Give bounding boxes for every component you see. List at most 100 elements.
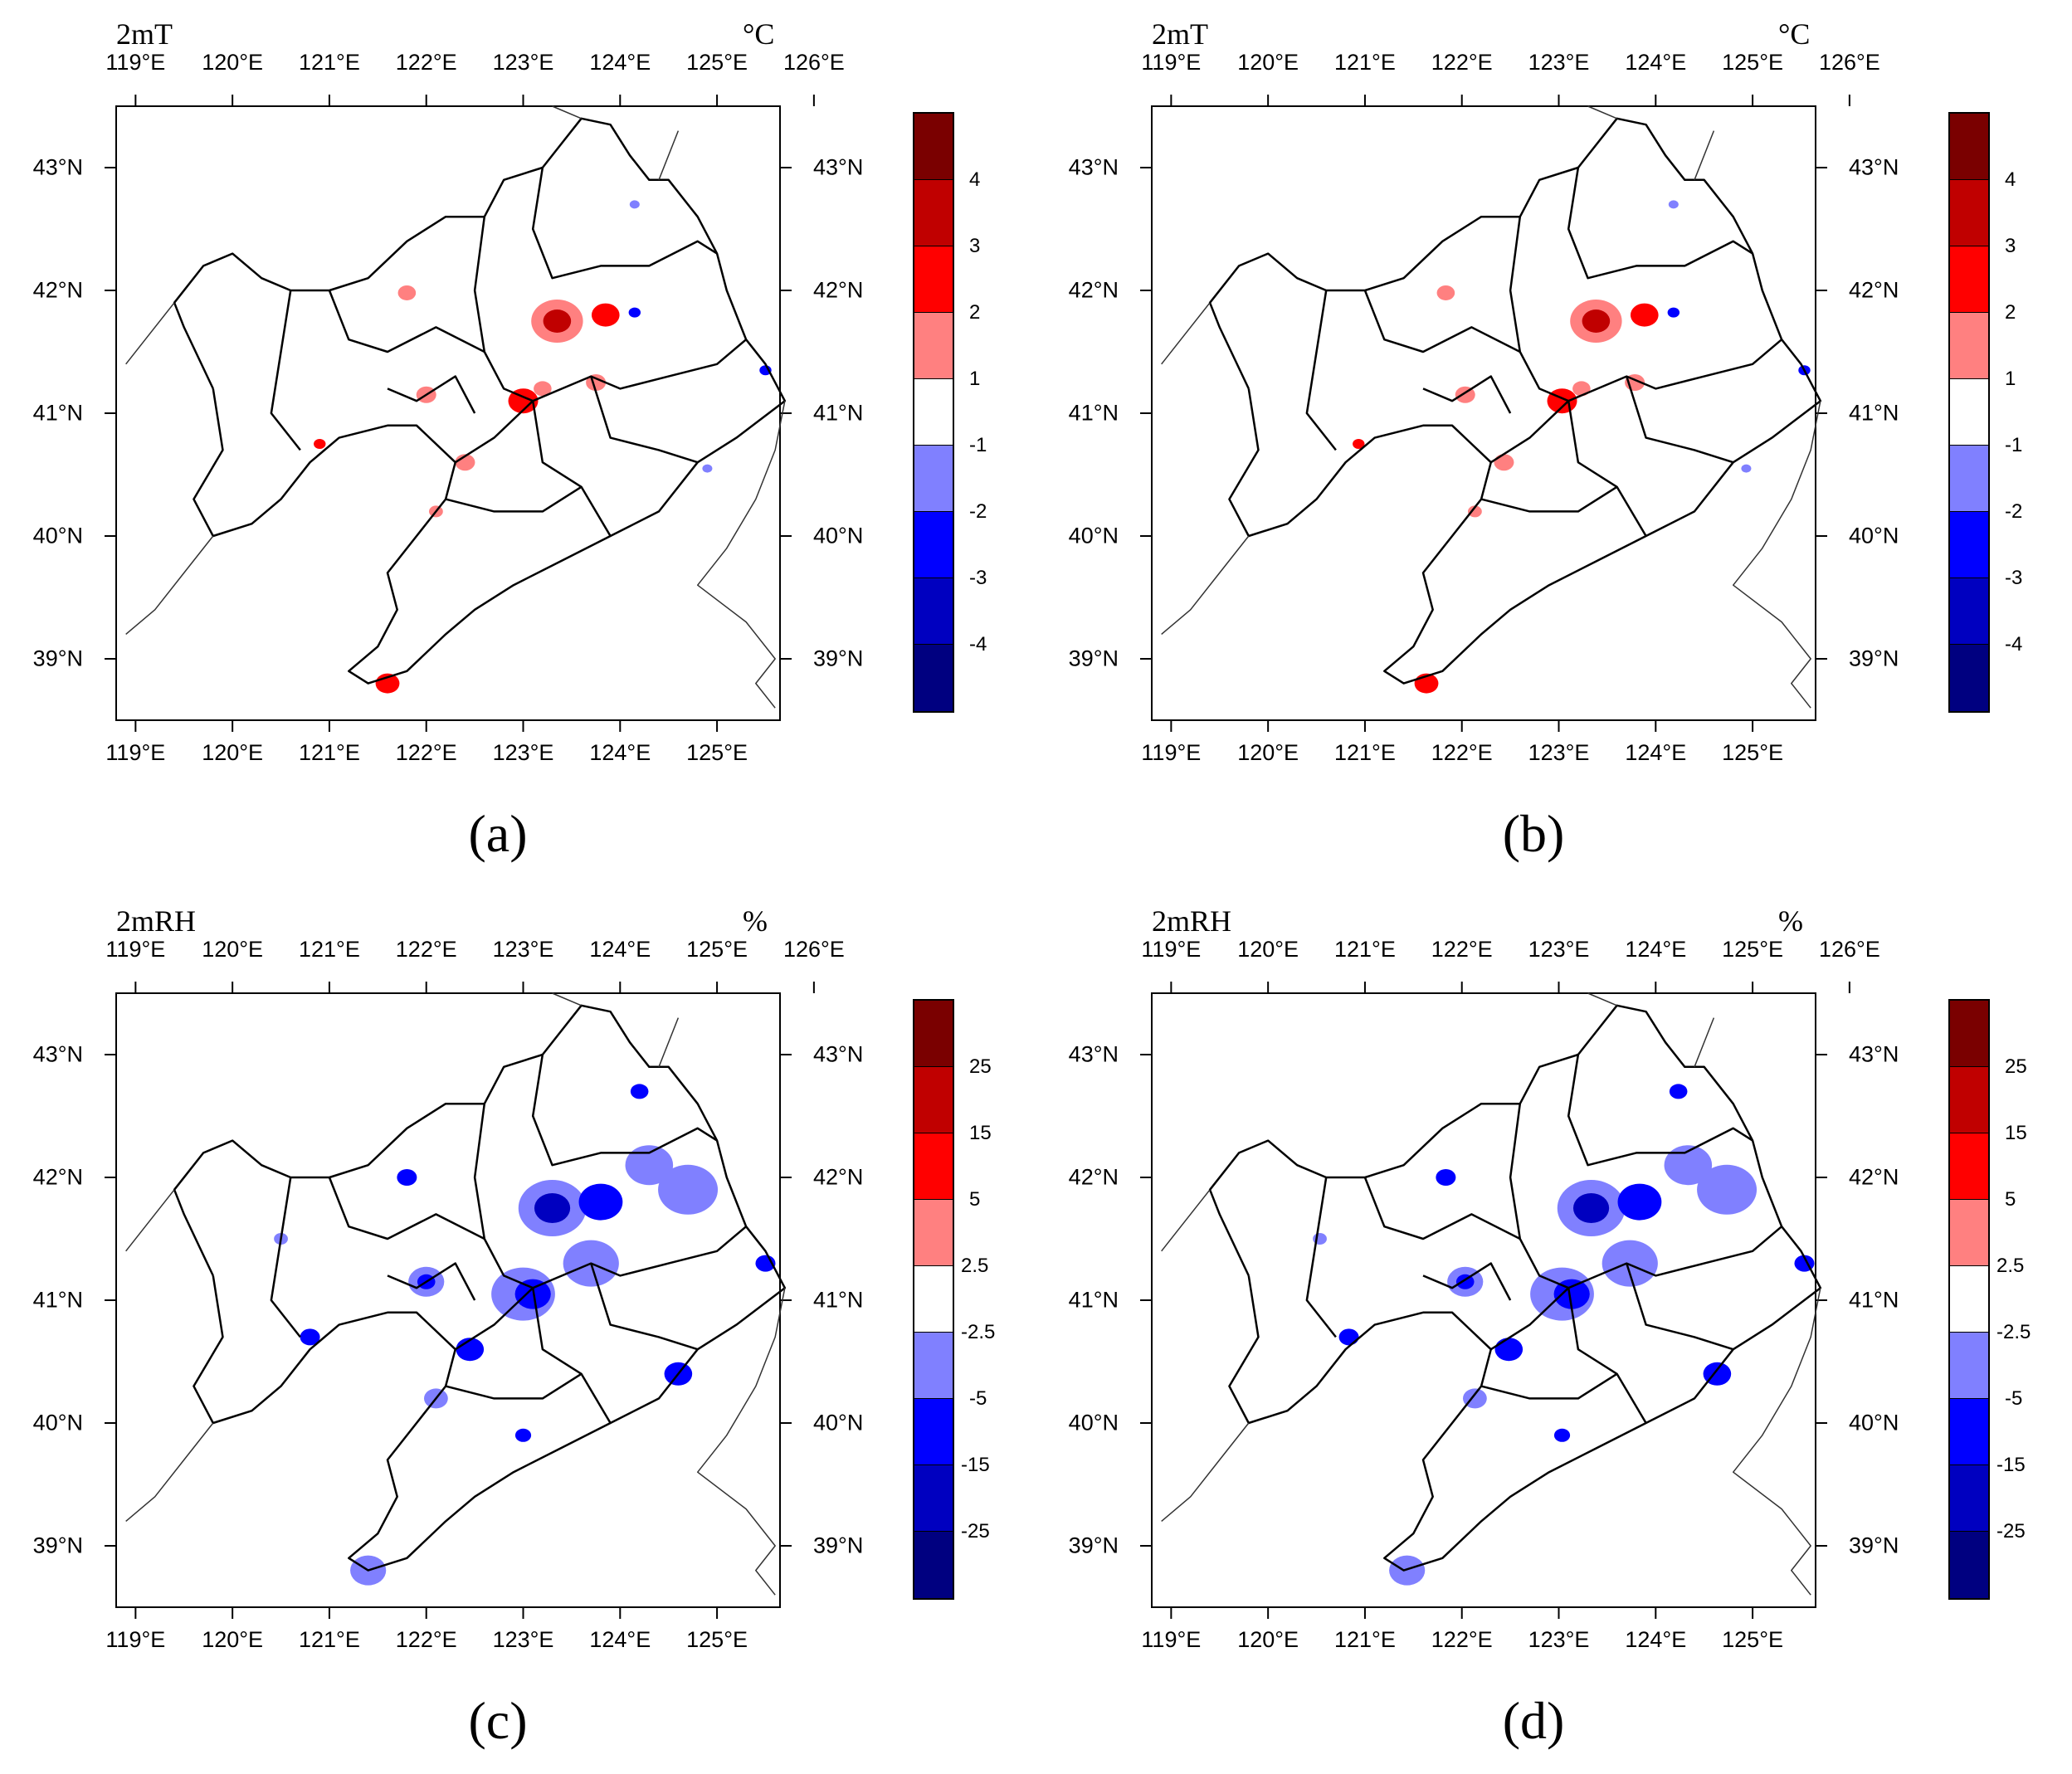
anomaly-shading (578, 1183, 623, 1221)
colorbar-swatch (914, 180, 953, 246)
map-plot (105, 95, 815, 732)
colorbar-label: 4 (969, 168, 981, 191)
city-boundary (387, 1262, 476, 1301)
top-lon-tick-label: 126°E (782, 50, 845, 75)
top-lon-tick-label: 119°E (105, 937, 166, 962)
map-panel: 2mRH% 119°E 120°E 121°E 122°E 123°E 124°E 125°E… (0, 887, 1036, 1774)
city-boundary (1567, 1054, 1753, 1167)
map-panel: 2mT °C 119°E 120°E 121°E 122°E 123°E 124°E 125°E… (0, 0, 1036, 887)
top-lon-tick-label: 123°E (492, 50, 554, 75)
colorbar-swatch (1950, 1465, 1988, 1532)
colorbar-label: -1 (969, 434, 987, 456)
anomaly-shading (300, 1328, 320, 1346)
city-boundary (455, 1287, 534, 1351)
anomaly-shading (630, 1084, 649, 1099)
right-lat-tick-label: 42°N (813, 1164, 864, 1190)
city-boundary (270, 290, 301, 451)
colorbar-label: 1 (2005, 368, 2016, 390)
colorbar (1948, 112, 1990, 713)
colorbar-swatch (914, 1333, 953, 1399)
anomaly-shading (1338, 1328, 1359, 1346)
anomaly-shading (1468, 505, 1482, 518)
top-lon-tick-label: 126°E (1818, 937, 1880, 962)
left-lat-tick-label: 42°N (32, 277, 83, 303)
panel-letter: (d) (1502, 1691, 1565, 1750)
bottom-lon-tick-label: 124°E (589, 740, 651, 765)
unit-label: % (1778, 904, 1803, 938)
colorbar-swatch (1950, 1266, 1988, 1333)
bottom-lon-tick-label: 123°E (492, 1627, 554, 1652)
city-boundary (1567, 1226, 1782, 1289)
province-outline (173, 117, 787, 685)
right-lat-tick-label: 42°N (1849, 277, 1899, 303)
province-outline (1208, 117, 1822, 685)
left-lat-tick-label: 39°N (1068, 646, 1119, 671)
right-lat-tick-label: 43°N (813, 1041, 864, 1067)
left-lat-tick-label: 42°N (32, 1164, 83, 1190)
bottom-lon-tick-label: 125°E (686, 740, 748, 765)
left-lat-tick-label: 42°N (1068, 277, 1119, 303)
anomaly-shading (397, 1169, 417, 1186)
map-frame (1151, 105, 1816, 721)
colorbar (913, 112, 954, 713)
top-lon-tick-label: 126°E (782, 937, 845, 962)
colorbar-swatch (914, 379, 953, 446)
colorbar-label: -2.5 (961, 1321, 996, 1343)
top-lon-tick-label: 119°E (1141, 50, 1202, 75)
bottom-lon-tick-label: 119°E (1141, 740, 1202, 765)
colorbar-swatch (914, 1067, 953, 1133)
anomaly-shading (1494, 454, 1514, 471)
left-lat-tick-label: 39°N (1068, 1533, 1119, 1558)
city-boundary (1509, 217, 1569, 402)
colorbar-label: 15 (969, 1122, 992, 1144)
top-lon-tick-label: 124°E (1625, 50, 1687, 75)
anomaly-shading (514, 1428, 532, 1442)
colorbar-swatch (1950, 313, 1988, 379)
neighbour-border (1161, 302, 1211, 365)
city-boundary (1567, 339, 1782, 402)
right-lat-tick-label: 41°N (1849, 1287, 1899, 1313)
colorbar-label: -2.5 (1996, 1321, 2031, 1343)
panel-letter: (c) (468, 1691, 528, 1750)
neighbour-border (1694, 130, 1715, 181)
top-lon-tick-label: 123°E (492, 937, 554, 962)
colorbar-label: -25 (1996, 1520, 2026, 1543)
anomaly-shading (1553, 1428, 1571, 1442)
city-boundary (473, 1104, 534, 1289)
colorbar-label: -5 (2005, 1387, 2023, 1410)
map-plot (1140, 982, 1850, 1619)
top-lon-tick-label: 120°E (1237, 50, 1299, 75)
anomaly-shading (1630, 303, 1659, 327)
anomaly-shading (534, 381, 552, 397)
right-lat-tick-label: 39°N (1849, 1533, 1899, 1558)
anomaly-shading (1572, 381, 1591, 397)
city-boundary (532, 339, 747, 402)
colorbar-swatch (914, 1465, 953, 1532)
anomaly-shading (534, 1193, 571, 1223)
city-boundary (1480, 485, 1618, 513)
colorbar-swatch (914, 1001, 953, 1067)
neighbour-border (125, 1189, 175, 1252)
colorbar-label: -3 (2005, 567, 2023, 589)
panel-letter: (a) (468, 804, 528, 863)
colorbar-swatch (914, 512, 953, 578)
anomaly-shading (1547, 388, 1577, 414)
top-lon-tick-label: 122°E (1431, 50, 1493, 75)
neighbour-border (658, 1017, 680, 1068)
left-lat-tick-label: 40°N (1068, 1410, 1119, 1435)
bottom-lon-tick-label: 120°E (1237, 740, 1299, 765)
city-boundary (1567, 167, 1753, 280)
coastline (125, 535, 214, 635)
neighbour-border (1587, 105, 1617, 119)
province-outline (1208, 1004, 1822, 1572)
neighbour-border (696, 401, 786, 709)
map-frame (115, 992, 781, 1608)
city-boundary (1567, 401, 1647, 537)
bottom-lon-tick-label: 120°E (202, 1627, 264, 1652)
colorbar-label: -1 (2005, 434, 2023, 456)
city-boundary (328, 290, 485, 353)
city-boundary (1422, 375, 1512, 414)
city-boundary (455, 400, 534, 464)
city-boundary (1567, 1288, 1647, 1424)
city-boundary (1422, 1262, 1512, 1301)
